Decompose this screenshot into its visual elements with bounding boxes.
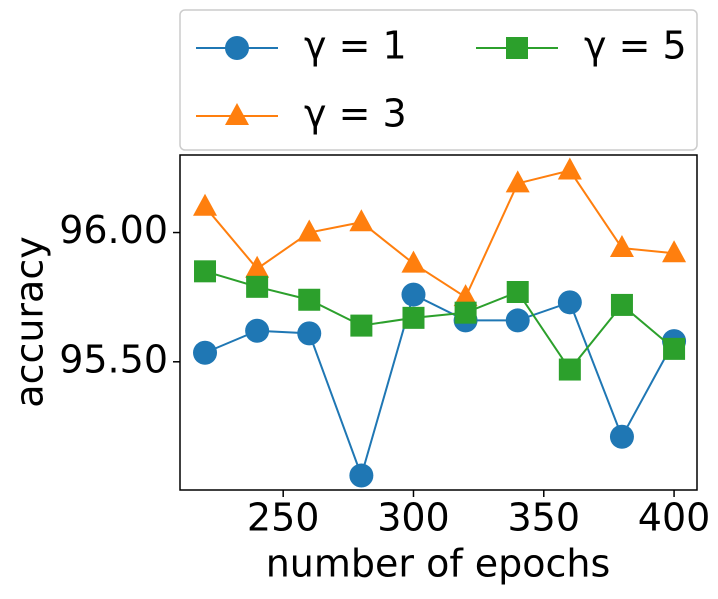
series xyxy=(194,260,686,381)
marker xyxy=(225,36,249,60)
marker xyxy=(505,170,530,193)
plot-frame xyxy=(179,154,698,491)
y-tick-label: 96.00 xyxy=(59,208,168,252)
marker xyxy=(610,293,633,316)
marker xyxy=(349,463,374,488)
marker xyxy=(350,314,373,337)
marker xyxy=(609,235,634,258)
marker xyxy=(557,157,582,180)
marker xyxy=(225,103,249,125)
marker xyxy=(349,209,374,232)
marker xyxy=(453,284,478,307)
x-tick-label: 400 xyxy=(638,496,711,540)
x-tick-label: 300 xyxy=(377,496,450,540)
marker xyxy=(506,280,529,303)
marker xyxy=(609,424,634,449)
series xyxy=(193,157,687,307)
marker xyxy=(245,255,270,278)
marker xyxy=(402,306,425,329)
marker xyxy=(558,358,581,381)
legend-label: γ = 3 xyxy=(304,92,407,136)
marker xyxy=(454,301,477,324)
marker xyxy=(662,240,687,263)
y-tick-label: 95.50 xyxy=(59,337,168,381)
marker xyxy=(245,318,270,343)
marker xyxy=(193,193,218,216)
marker xyxy=(194,260,217,283)
legend-box xyxy=(179,9,698,151)
marker xyxy=(401,282,426,307)
line xyxy=(204,293,675,479)
line xyxy=(204,169,675,299)
marker xyxy=(297,321,322,346)
line xyxy=(204,270,675,372)
marker xyxy=(297,219,322,242)
marker xyxy=(663,337,686,360)
marker xyxy=(246,275,269,298)
legend-label: γ = 5 xyxy=(584,24,687,68)
marker xyxy=(506,37,528,59)
x-tick-label: 350 xyxy=(508,496,581,540)
marker xyxy=(401,250,426,273)
x-axis-label: number of epochs xyxy=(266,542,611,586)
marker xyxy=(193,340,218,365)
x-tick-label: 250 xyxy=(247,496,320,540)
series xyxy=(193,282,687,488)
legend-label: γ = 1 xyxy=(304,24,407,68)
marker xyxy=(298,288,321,311)
marker xyxy=(505,308,530,333)
y-axis-label: accuracy xyxy=(8,236,52,407)
marker xyxy=(557,290,582,315)
